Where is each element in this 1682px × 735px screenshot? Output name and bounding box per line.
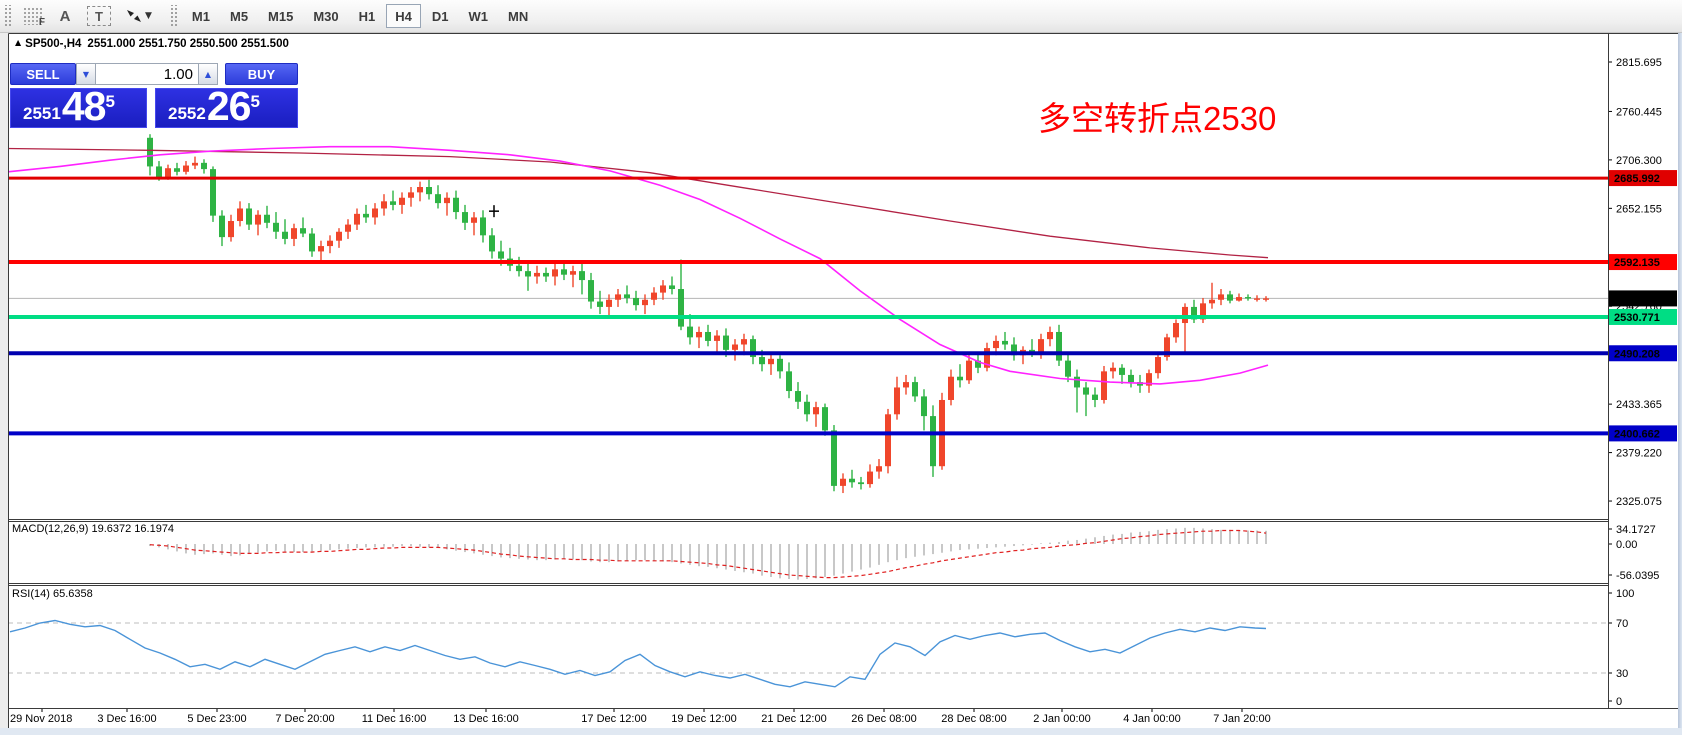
chart-background [8, 33, 1678, 728]
date-axis[interactable]: 29 Nov 2018 3 Dec 16:00 5 Dec 23:00 7 Dec 2… [10, 708, 1271, 725]
price-tick: 2379.220 [1616, 448, 1662, 460]
date-label: 11 Dec 16:00 [362, 713, 427, 725]
price-axis[interactable]: 2815.6952760.4452706.3002652.1552596.005… [1608, 57, 1677, 708]
cross-marker[interactable] [489, 205, 499, 218]
rsi-indicator-label: RSI(14) 65.6358 [12, 588, 93, 600]
price-badge-2490.208 [1609, 345, 1677, 362]
timeframe-M15[interactable]: M15 [268, 8, 294, 24]
price-badge-text: 2551.500 [1614, 293, 1660, 305]
window-scroll-edge[interactable] [1678, 33, 1682, 728]
symbol-period: SP500-,H4 [25, 38, 82, 50]
date-label: 4 Jan 00:00 [1123, 713, 1181, 725]
timeframe-M1[interactable]: M1 [191, 8, 210, 24]
level-lines-layer[interactable] [8, 176, 1608, 436]
date-label: 17 Dec 12:00 [581, 713, 646, 725]
date-label: 19 Dec 12:00 [671, 713, 736, 725]
volume-decrease-button[interactable]: ▼ [76, 63, 96, 85]
buy-price-box[interactable]: 2552 26 5 [155, 83, 298, 130]
trade-controls-row: SELL ▼ 1.00 ▲ BUY [10, 63, 298, 85]
macd-signal-line [149, 529, 1267, 579]
price-badge-2592.135 [1609, 254, 1677, 271]
one-click-trade-panel: SELL ▼ 1.00 ▲ BUY 2551 48 5 2552 26 5 [10, 63, 298, 128]
buy-button[interactable]: BUY [225, 63, 298, 85]
volume-increase-button[interactable]: ▲ [198, 63, 218, 85]
price-tick: 2815.695 [1616, 57, 1662, 69]
buy-price-big: 26 [206, 83, 252, 130]
timeframe-W1[interactable]: W1 [468, 8, 489, 24]
timeframe-bar: M1 M5 M15 M30 H1 H4 D1 W1 MN [182, 4, 538, 28]
date-label: 7 Dec 20:00 [275, 713, 334, 725]
price-axis-background [1609, 33, 1678, 708]
date-label: 13 Dec 16:00 [453, 713, 518, 725]
price-badge-text: 2592.135 [1614, 257, 1660, 269]
macd-axis-label: 34.1727 [1616, 524, 1656, 536]
price-badge-2530.771 [1609, 308, 1677, 325]
ohlc-values: 2551.000 2551.750 2550.500 2551.500 [87, 38, 289, 50]
price-tick: 2760.445 [1616, 106, 1662, 118]
sell-price-big: 48 [61, 83, 107, 130]
date-label: 2 Jan 00:00 [1033, 713, 1091, 725]
toolbar: F A T ▼ M1 M5 M15 M30 H1 H4 D1 W1 MN [0, 0, 1682, 33]
date-label: 7 Jan 20:00 [1213, 713, 1271, 725]
arrows-tool-icon[interactable]: ▼ [121, 4, 156, 28]
sell-price-prefix: 2551 [23, 104, 61, 123]
price-badge-2400.662 [1609, 425, 1677, 442]
ma-fast-line [7, 145, 1269, 385]
date-label: 29 Nov 2018 [10, 713, 72, 725]
toolbar-grip-2[interactable] [168, 5, 178, 27]
timeframe-M5[interactable]: M5 [229, 8, 249, 24]
price-badge-text: 2400.662 [1614, 428, 1660, 440]
ma-slow-line [7, 147, 1269, 259]
price-badge-text: 2490.208 [1614, 348, 1660, 360]
text-annotation-icon[interactable]: A [59, 7, 71, 25]
price-tick: 2706.300 [1616, 155, 1662, 167]
price-tick: 2433.365 [1616, 399, 1662, 411]
rsi-axis-label: 30 [1616, 668, 1628, 680]
chart-title: ▲ SP500-,H4 2551.000 2551.750 2550.500 255… [15, 38, 289, 50]
rsi-line [9, 619, 1267, 688]
date-label: 26 Dec 08:00 [851, 713, 916, 725]
buy-price-sup: 5 [250, 92, 260, 111]
text-box-icon[interactable]: T [83, 4, 115, 28]
price-tick: 2652.155 [1616, 203, 1662, 215]
date-label: 28 Dec 08:00 [941, 713, 1006, 725]
date-label: 5 Dec 23:00 [187, 713, 246, 725]
rsi-panel [8, 619, 1608, 688]
toolbar-grip[interactable] [3, 5, 12, 27]
symbol-arrow-icon: ▲ [15, 38, 22, 47]
sell-price-box[interactable]: 2551 48 5 [10, 83, 147, 130]
date-label: 21 Dec 12:00 [761, 713, 826, 725]
macd-indicator-label: MACD(12,26,9) 19.6372 16.1974 [12, 523, 175, 535]
timeframe-M30[interactable]: M30 [313, 8, 339, 24]
macd-axis-label: -56.0395 [1616, 570, 1659, 582]
price-tick: 2325.075 [1616, 496, 1662, 508]
timeframe-H1[interactable]: H1 [358, 8, 376, 24]
arrows-glyph [127, 10, 141, 22]
timeframe-D1[interactable]: D1 [431, 8, 449, 24]
window-bottom-edge [0, 728, 1682, 735]
volume-input[interactable]: 1.00 [96, 63, 198, 85]
macd-axis-label: 0.00 [1616, 539, 1637, 551]
rsi-axis-label: 70 [1616, 618, 1628, 630]
macd-panel [149, 527, 1267, 580]
timeframe-H4[interactable]: H4 [386, 4, 421, 28]
price-badge-text: 2530.771 [1614, 312, 1660, 324]
price-badge-2551.500 [1609, 290, 1677, 307]
rsi-axis-label: 0 [1616, 696, 1622, 708]
sell-price-sup: 5 [105, 92, 115, 111]
price-badge-2685.992 [1609, 170, 1677, 187]
chart-text-annotation: 多空转折点2530 [1038, 100, 1277, 137]
window-left-edge [0, 33, 8, 728]
date-label: 3 Dec 16:00 [97, 713, 156, 725]
rsi-axis-label: 100 [1616, 588, 1634, 600]
sell-button[interactable]: SELL [10, 63, 76, 85]
trade-prices-row: 2551 48 5 2552 26 5 [10, 83, 298, 130]
grid-properties-icon[interactable]: F [19, 4, 47, 28]
text-box-glyph: T [87, 6, 111, 26]
price-badge-text: 2685.992 [1614, 173, 1660, 185]
buy-price-prefix: 2552 [168, 104, 206, 123]
timeframe-MN[interactable]: MN [508, 8, 529, 24]
